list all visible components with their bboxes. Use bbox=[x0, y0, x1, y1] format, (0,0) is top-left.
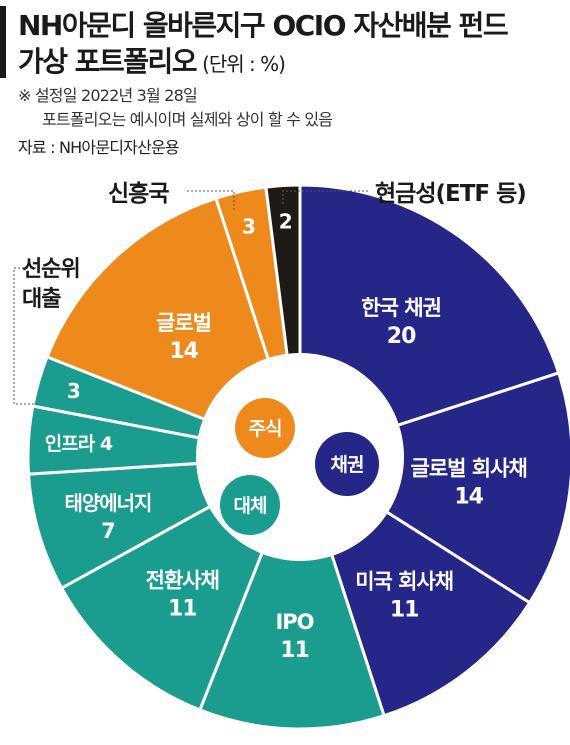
slice-value-신흥국: 3 bbox=[242, 215, 255, 239]
outside-label-현금성-etf-등: 현금성(ETF 등) bbox=[375, 181, 526, 207]
slice-label-글로벌: 글로벌 bbox=[156, 311, 211, 335]
leader-lines bbox=[13, 190, 368, 405]
slice-label-글로벌-회사채: 글로벌 회사채 bbox=[411, 456, 527, 480]
note-setup-date: ※ 설정일 2022년 3월 28일 bbox=[18, 86, 198, 105]
outside-label-선순위-대출-1: 선순위 bbox=[22, 257, 80, 282]
outside-label-선순위-대출-2: 대출 bbox=[22, 287, 61, 312]
slice-label-전환사채: 전환사채 bbox=[146, 569, 219, 593]
source-label: 자료 : NH아문디자산운용 bbox=[18, 138, 180, 157]
group-label-equity: 주식 bbox=[249, 418, 282, 440]
slice-value-태양에너지: 7 bbox=[101, 519, 115, 543]
group-circle-bond bbox=[315, 432, 379, 496]
slice-value-미국-회사채: 11 bbox=[390, 597, 419, 622]
chart-title-line2-text: 가상 포트폴리오 bbox=[18, 45, 198, 78]
note-disclaimer: 포트폴리오는 예시이며 실제와 상이 할 수 있음 bbox=[42, 110, 333, 129]
slice-ipo bbox=[198, 455, 386, 731]
group-label-alternative: 대체 bbox=[234, 495, 267, 517]
slice-labels: 한국 채권 20 글로벌 회사채 14 미국 회사채 11 IPO 11 전환사채 11 태양에너지… bbox=[22, 181, 528, 663]
unit-label: (단위 : %) bbox=[202, 52, 286, 76]
group-label-bond: 채권 bbox=[331, 454, 364, 476]
group-circle-equity bbox=[235, 398, 295, 458]
slice-label-인프라: 인프라 4 bbox=[45, 433, 113, 455]
slice-value-글로벌: 14 bbox=[169, 339, 198, 364]
slice-label-ipo: IPO bbox=[275, 610, 313, 634]
slice-label-미국-회사채: 미국 회사채 bbox=[355, 569, 453, 593]
slice-value-현금성-etf-등: 2 bbox=[279, 209, 292, 233]
leader-line-현금성-etf-등 bbox=[282, 190, 368, 204]
slice-value-글로벌-회사채: 14 bbox=[454, 484, 483, 509]
slice-value-ipo: 11 bbox=[280, 638, 309, 663]
slice-value-한국-채권: 20 bbox=[387, 324, 416, 349]
group-circle-alternative bbox=[220, 475, 280, 535]
slice-label-태양에너지: 태양에너지 bbox=[64, 491, 151, 515]
title-accent-bar bbox=[0, 6, 6, 78]
outside-label-신흥국: 신흥국 bbox=[108, 181, 169, 207]
chart-title-line2: 가상 포트폴리오 (단위 : %) bbox=[18, 40, 286, 80]
slice-value-선순위-대출: 3 bbox=[67, 379, 80, 403]
leader-line-선순위-대출 bbox=[13, 267, 44, 405]
slice-value-전환사채: 11 bbox=[168, 597, 197, 622]
slice-label-한국-채권: 한국 채권 bbox=[361, 296, 441, 320]
chart-title-line1: NH아문디 올바른지구 OCIO 자산배분 펀드 bbox=[18, 9, 509, 42]
